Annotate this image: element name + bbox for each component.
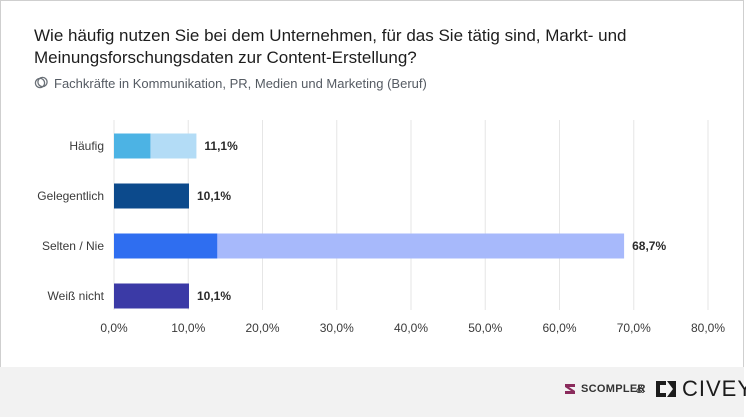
x-tick-label: 50,0% (468, 321, 502, 335)
bar-inner-segment (114, 133, 151, 159)
category-label: Selten / Nie (42, 239, 104, 253)
x-tick-label: 30,0% (320, 321, 354, 335)
bar-chart: 0,0% 10,0% 20,0% 30,0% 40,0% 50,0% 60,0% 70,0% 8… (37, 120, 725, 335)
brand-separator: & (636, 382, 645, 396)
x-tick-label: 0,0% (100, 321, 128, 335)
x-tick-label: 60,0% (542, 321, 576, 335)
data-label: 10,1% (197, 189, 231, 203)
chart-title: Wie häufig nutzen Sie bei dem Unternehme… (34, 26, 627, 67)
bar (114, 283, 189, 309)
x-tick-label: 40,0% (394, 321, 428, 335)
x-tick-label: 70,0% (617, 321, 651, 335)
data-label: 11,1% (204, 139, 238, 153)
bar-inner-segment (114, 233, 218, 259)
x-tick-label: 80,0% (691, 321, 725, 335)
bar (114, 183, 189, 209)
data-label: 68,7% (632, 239, 666, 253)
x-tick-label: 10,0% (171, 321, 205, 335)
x-tick-label: 20,0% (245, 321, 279, 335)
footer-bar (0, 367, 744, 417)
civey-label: CIVEY (682, 376, 746, 401)
filter-icon (34, 76, 48, 89)
chart-subtitle: Fachkräfte in Kommunikation, PR, Medien … (34, 74, 427, 92)
civey-logo: CIVEY (654, 375, 746, 403)
category-label: Häufig (69, 139, 104, 153)
subtitle-text: Fachkräfte in Kommunikation, PR, Medien … (54, 75, 427, 91)
category-label: Weiß nicht (48, 289, 105, 303)
scompler-logo: SCOMPLER (563, 375, 646, 403)
data-label: 10,1% (197, 289, 231, 303)
civey-icon (656, 381, 676, 397)
scompler-icon (565, 384, 575, 394)
scompler-label: SCOMPLER (581, 383, 646, 395)
category-label: Gelegentlich (37, 189, 104, 203)
